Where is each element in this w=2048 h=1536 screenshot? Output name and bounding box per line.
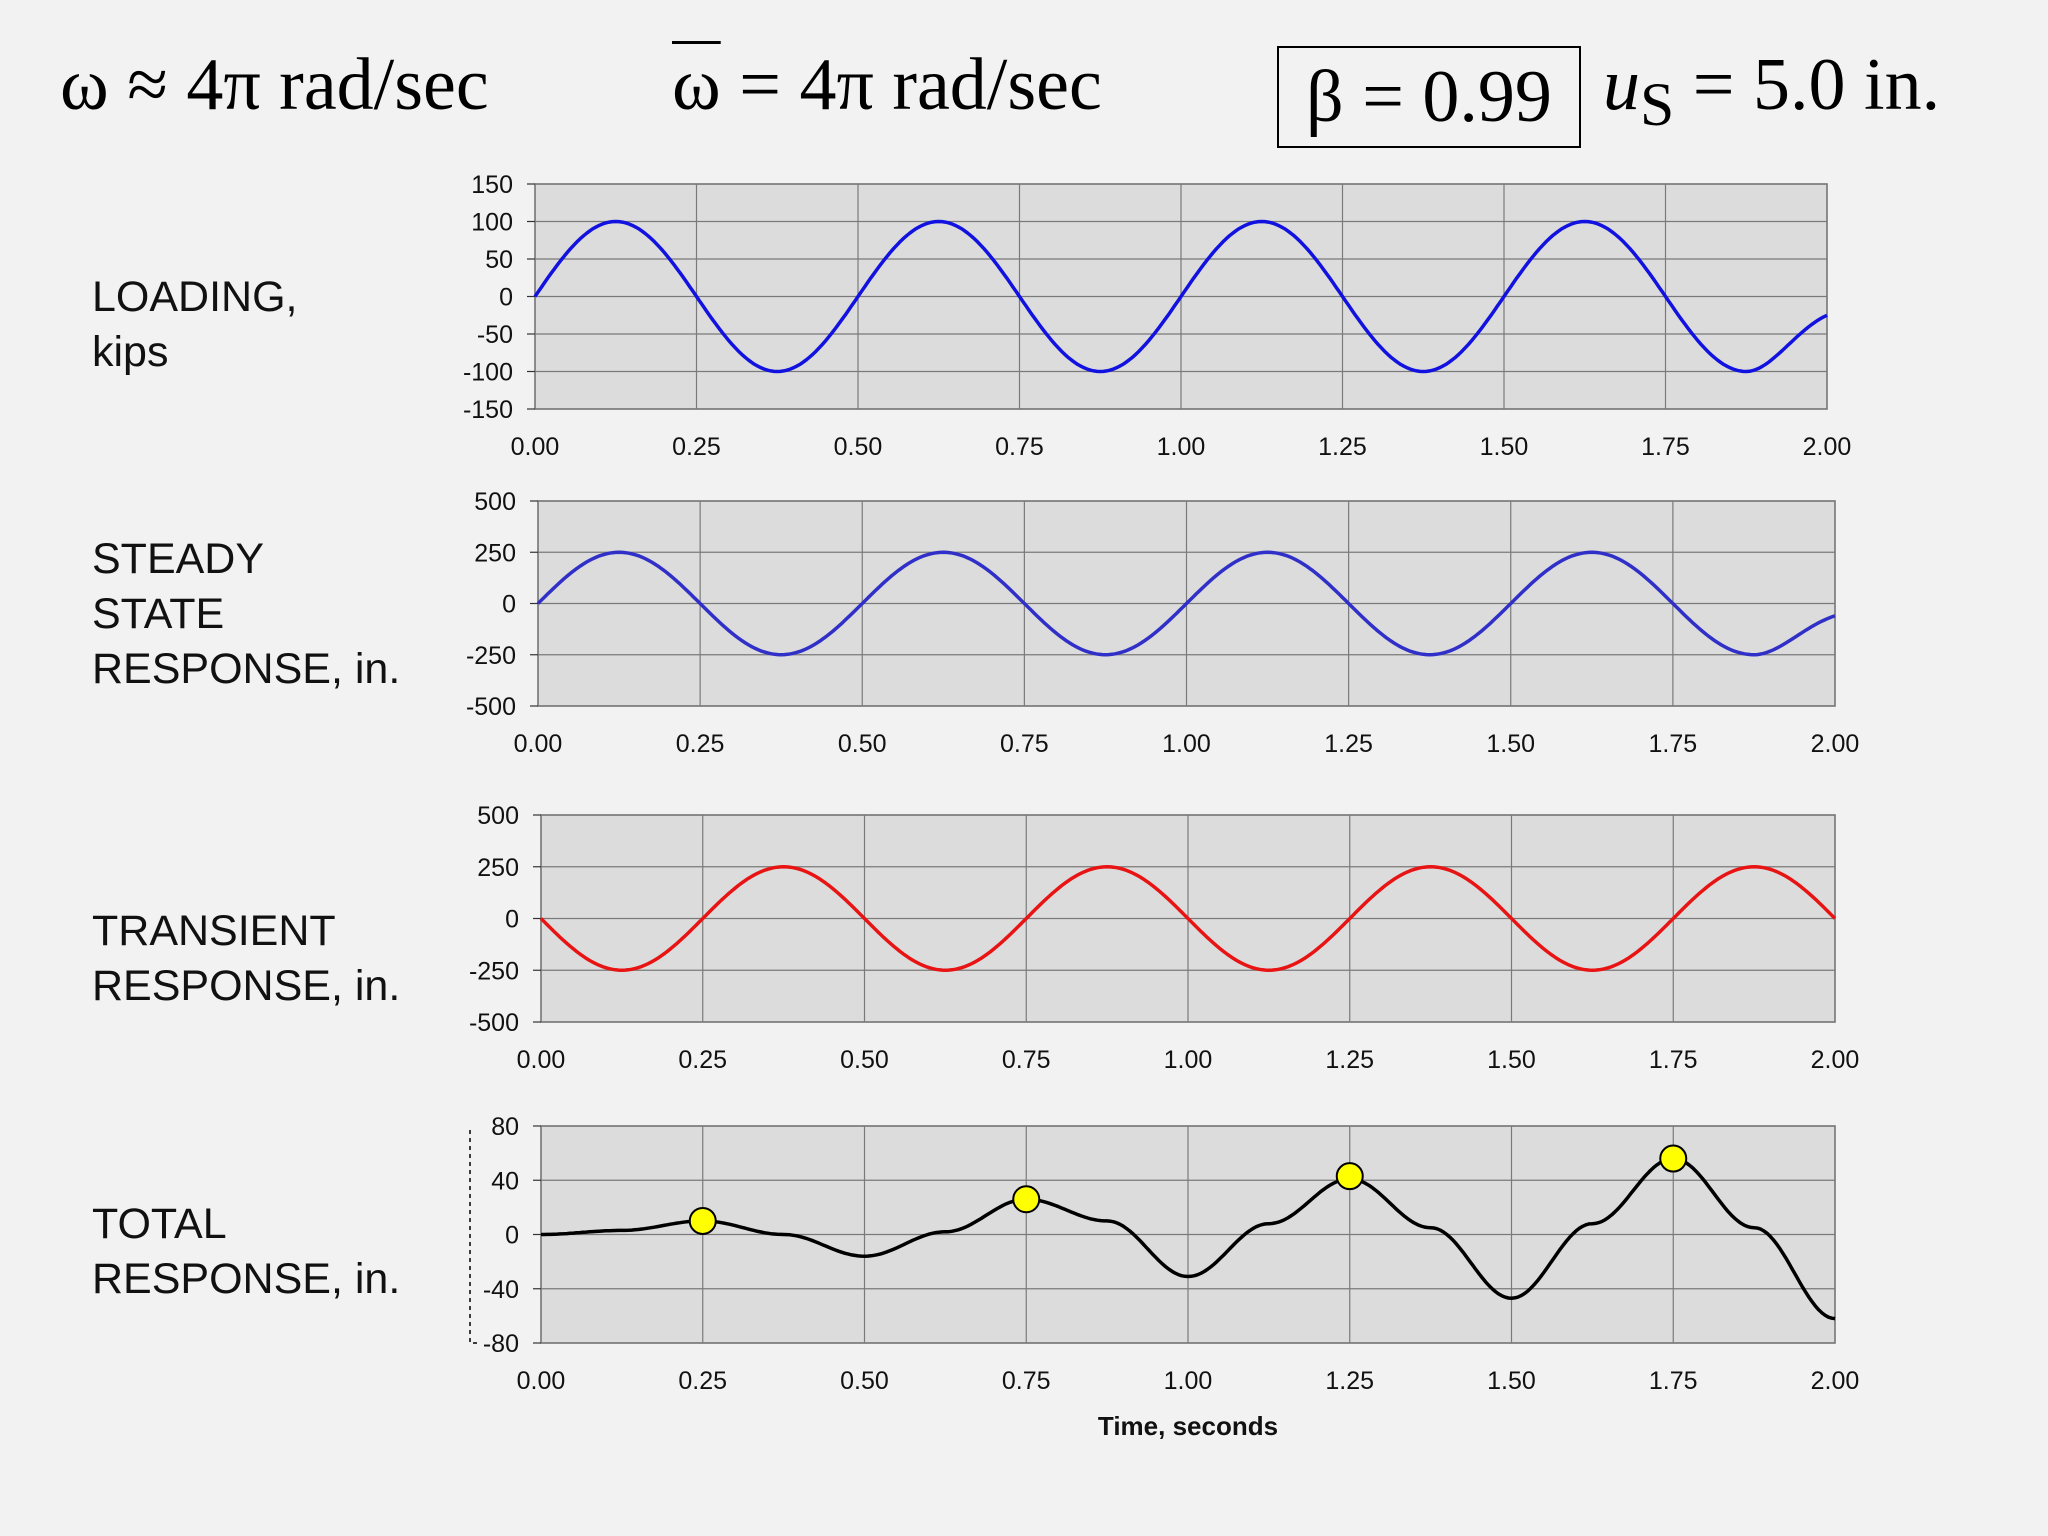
steady-xtick-label: 0.50 [838,730,887,758]
total-xtick-label: 0.75 [1002,1367,1051,1395]
loading-ytick-label: 50 [485,246,513,274]
transient-label-line2: RESPONSE, in. [92,962,401,1010]
loading-xtick-label: 1.50 [1480,433,1529,461]
x-axis-label: Time, seconds [1098,1411,1278,1441]
steady-ytick-label: 0 [502,591,516,619]
steady-xtick-label: 1.00 [1162,730,1211,758]
loading-xtick-label: 1.00 [1157,433,1206,461]
us-value: = 5.0 in. [1674,44,1941,126]
total-xtick-label: 2.00 [1811,1367,1860,1395]
steady-label-line3: RESPONSE, in. [92,645,401,693]
total-axis-bracket [469,1130,480,1344]
omega-bar-symbol: ω [672,44,721,126]
transient-ytick-label: 250 [477,854,519,882]
beta-value: β = 0.99 [1306,55,1552,138]
steady-ytick-label: 250 [474,539,516,567]
steady-label-line1: STEADY [92,535,265,583]
transient-xtick-label: 0.75 [1002,1046,1051,1074]
transient-xtick-label: 2.00 [1811,1046,1860,1074]
transient-ytick-label: -500 [469,1009,519,1037]
loading-xtick-label: 0.00 [511,433,560,461]
transient-xtick-label: 1.50 [1487,1046,1536,1074]
total-xtick-label: 1.75 [1649,1367,1698,1395]
peak-marker [688,1206,717,1235]
loading-ytick-label: -150 [463,396,513,424]
loading-xtick-label: 2.00 [1803,433,1852,461]
transient-series-line [539,865,1837,973]
total-series-line [541,1156,1836,1321]
transient-xtick-label: 0.25 [678,1046,727,1074]
total-ytick-label: -40 [483,1276,519,1304]
loading-ytick-label: -100 [463,359,513,387]
steady-xtick-label: 0.00 [514,730,563,758]
steady-ytick-label: -250 [466,642,516,670]
transient-xtick-label: 0.00 [517,1046,566,1074]
loading-label-line1: LOADING, [92,273,298,321]
steady-xtick-label: 1.50 [1486,730,1535,758]
steady-xtick-label: 0.75 [1000,730,1049,758]
steady-xtick-label: 1.75 [1649,730,1698,758]
steady-xtick-label: 2.00 [1811,730,1860,758]
loading-ytick-label: 100 [471,209,513,237]
steady-label: STEADY STATE RESPONSE, in. [92,532,400,697]
transient-ytick-label: 0 [505,906,519,934]
total-label-line1: TOTAL [92,1200,227,1248]
peak-marker [1335,1162,1364,1191]
loading-label: LOADING, kips [92,270,298,380]
steady-xtick-label: 0.25 [676,730,725,758]
loading-label-line2: kips [92,328,169,376]
total-label-line2: RESPONSE, in. [92,1255,401,1303]
total-xtick-label: 1.50 [1487,1367,1536,1395]
transient-ytick-label: 500 [477,802,519,830]
total-ytick-label: 0 [505,1222,519,1250]
transient-xtick-label: 0.50 [840,1046,889,1074]
steady-ytick-label: 500 [474,488,516,516]
total-xtick-label: 0.00 [517,1367,566,1395]
transient-label-line1: TRANSIENT [92,907,336,955]
us-subscript: S [1640,70,1675,139]
total-xtick-label: 0.50 [840,1367,889,1395]
loading-ytick-label: -50 [477,321,513,349]
omega-equation: ω ≈ 4π rad/sec [60,44,489,126]
peak-marker [1012,1185,1041,1214]
loading-xtick-label: 0.50 [834,433,883,461]
beta-box: β = 0.99 [1277,46,1581,148]
us-equation: uS = 5.0 in. [1603,48,1940,136]
total-xtick-label: 1.00 [1164,1367,1213,1395]
loading-xtick-label: 1.25 [1318,433,1367,461]
transient-ytick-label: -250 [469,957,519,985]
total-xtick-label: 1.25 [1325,1367,1374,1395]
steady-label-line2: STATE [92,590,225,638]
steady-series-line [536,550,1836,657]
peak-marker [1659,1144,1688,1173]
transient-xtick-label: 1.25 [1325,1046,1374,1074]
loading-xtick-label: 0.25 [672,433,721,461]
steady-ytick-label: -500 [466,693,516,721]
loading-ytick-label: 0 [499,284,513,312]
steady-xtick-label: 1.25 [1324,730,1373,758]
loading-xtick-label: 0.75 [995,433,1044,461]
loading-ytick-label: 150 [471,171,513,199]
omega-bar-equation: ω = 4π rad/sec [672,48,1102,122]
total-ytick-label: 40 [491,1167,519,1195]
loading-series-line [533,219,1828,374]
omega-bar-rest: = 4π rad/sec [720,44,1102,126]
transient-xtick-label: 1.75 [1649,1046,1698,1074]
total-label: TOTAL RESPONSE, in. [92,1197,400,1307]
total-xtick-label: 0.25 [678,1367,727,1395]
total-ytick-label: 80 [491,1113,519,1141]
us-symbol: u [1603,44,1640,126]
transient-label: TRANSIENT RESPONSE, in. [92,904,400,1014]
total-ytick-label: -80 [483,1330,519,1358]
transient-xtick-label: 1.00 [1164,1046,1213,1074]
loading-xtick-label: 1.75 [1641,433,1690,461]
